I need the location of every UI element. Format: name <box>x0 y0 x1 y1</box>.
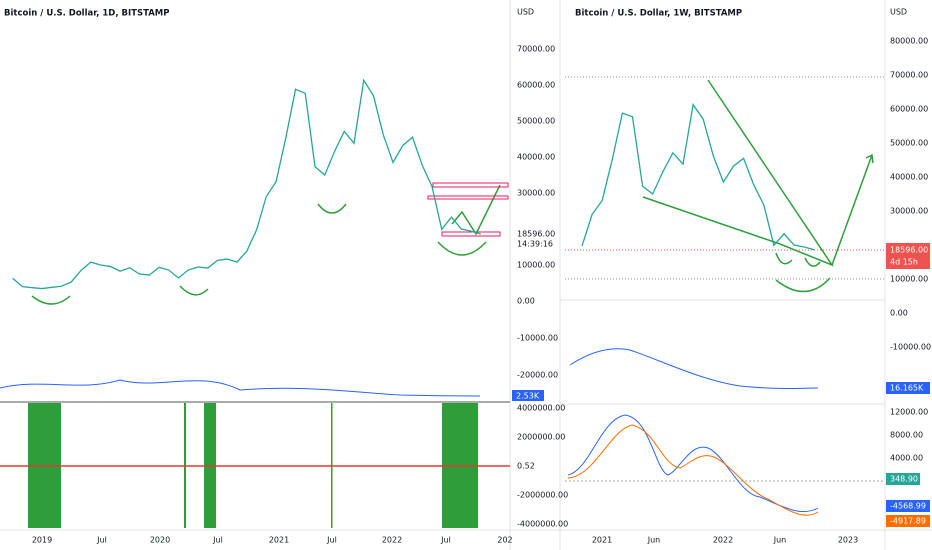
title: Bitcoin / U.S. Dollar, 1W, BITSTAMP <box>575 9 742 19</box>
macd-hist: 348.90 <box>890 475 918 484</box>
axis-label: 70000.00 <box>517 45 555 54</box>
arrow <box>831 153 874 266</box>
arc <box>804 257 821 267</box>
axis-label: 0.00 <box>517 297 535 306</box>
date-label: 2021 <box>592 536 612 545</box>
last-price: 18596.00 <box>517 230 555 239</box>
date-label: Jun <box>773 536 787 545</box>
currency: USD <box>517 8 534 17</box>
badge <box>886 473 920 485</box>
level-label: 0.52 <box>517 462 535 471</box>
date-label: 2022 <box>382 536 402 545</box>
axis-label: 60000.00 <box>517 81 555 90</box>
date-label: 2019 <box>32 536 52 545</box>
date-label: 2022 <box>713 536 733 545</box>
arc <box>317 203 347 214</box>
countdown: 4d 15h <box>890 258 918 267</box>
price-line <box>12 78 481 290</box>
arc <box>437 241 487 256</box>
price-line <box>581 102 815 251</box>
axis-label: 4000000.00 <box>517 404 565 413</box>
drawings <box>31 79 874 305</box>
arc <box>775 252 793 265</box>
axis-label: 4000.00 <box>890 454 923 463</box>
axis-label: -2000000.00 <box>517 491 568 500</box>
badge <box>886 382 930 394</box>
date-label: Jun <box>647 536 661 545</box>
axis-label: -10000.00 <box>517 334 558 343</box>
axis-label: -4000000.00 <box>517 520 568 529</box>
zone <box>427 195 509 200</box>
axis-label: -20000.00 <box>517 371 558 380</box>
price-badge <box>512 228 558 250</box>
date-label: Jul <box>440 536 451 545</box>
axis-label: 0.00 <box>890 309 908 318</box>
price-badge <box>886 243 930 269</box>
axis-label: 10000.00 <box>517 261 555 270</box>
axis-label: 80000.00 <box>890 37 928 46</box>
zone <box>441 231 501 237</box>
date-label: Jul <box>326 536 337 545</box>
date-label: 2023 <box>838 536 858 545</box>
arrow <box>451 184 501 236</box>
axis-label: 40000.00 <box>517 153 555 162</box>
axis-label: 70000.00 <box>890 71 928 80</box>
signal-curve <box>567 424 819 516</box>
volume-ma <box>0 379 481 397</box>
macd-signal: -4917.89 <box>890 517 926 526</box>
zone <box>432 182 509 188</box>
axis-label: 30000.00 <box>517 189 555 198</box>
axis-label: 2000000.00 <box>517 433 565 442</box>
axis-label: 50000.00 <box>517 117 555 126</box>
currency: USD <box>890 8 907 17</box>
axis-label: 60000.00 <box>890 105 928 114</box>
axis-label: 8000.00 <box>890 431 923 440</box>
axis-label: 30000.00 <box>890 207 928 216</box>
badge <box>886 515 930 527</box>
volume-ma <box>569 348 819 389</box>
badge <box>512 390 544 401</box>
zones <box>427 182 509 237</box>
volume-label: 16.165K <box>890 384 924 393</box>
date-label: 2021 <box>269 536 289 545</box>
title: Bitcoin / U.S. Dollar, 1D, BITSTAMP <box>4 9 169 19</box>
arc <box>31 295 71 305</box>
arc <box>179 285 209 296</box>
date-label: 2020 <box>150 536 170 545</box>
countdown: 14:39:16 <box>517 240 553 249</box>
badge <box>886 500 930 512</box>
axis-label: 50000.00 <box>890 139 928 148</box>
axis-label: 40000.00 <box>890 173 928 182</box>
macd-line: -4568.99 <box>890 502 926 511</box>
volume-label: 2.53K <box>516 392 540 401</box>
date-label: Jul <box>212 536 223 545</box>
last-price: 18596.00 <box>890 246 928 255</box>
date-label: 202 <box>497 536 512 545</box>
axis-label: 12000.00 <box>890 408 928 417</box>
date-label: Jul <box>96 536 107 545</box>
axis-label: 10000.00 <box>890 275 928 284</box>
macd-curve <box>567 414 819 513</box>
axis-label: -10000.00 <box>890 343 931 352</box>
arc <box>775 277 831 293</box>
